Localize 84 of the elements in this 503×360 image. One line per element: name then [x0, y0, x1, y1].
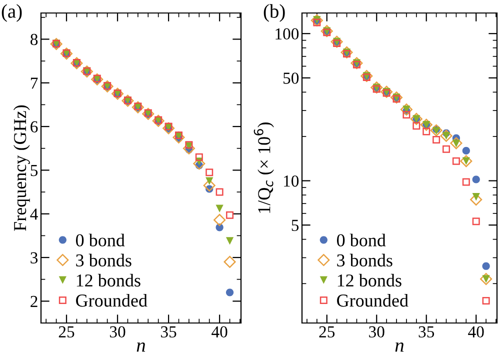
point	[422, 128, 430, 136]
point	[112, 88, 124, 100]
point	[462, 146, 470, 155]
point	[101, 80, 114, 92]
legend-label: 12 bonds	[76, 274, 140, 287]
y-tick-label: 100	[276, 28, 299, 40]
x-axis-title: n	[395, 342, 404, 352]
point	[330, 36, 343, 48]
point	[320, 25, 333, 38]
point	[390, 91, 403, 104]
legend-label: 0 bond	[336, 234, 386, 246]
point	[214, 214, 226, 226]
y-tick-label: 6	[30, 121, 38, 132]
point	[472, 218, 480, 226]
point	[360, 70, 373, 82]
point	[350, 57, 363, 70]
x-tick-label: 30	[110, 326, 126, 338]
point	[402, 110, 410, 118]
point	[226, 211, 234, 219]
point	[224, 256, 236, 268]
y-tick-label: 8	[30, 34, 38, 46]
point	[412, 122, 420, 130]
point	[420, 118, 432, 131]
legend-label: Grounded	[337, 294, 408, 307]
x-tick-label: 35	[418, 326, 434, 338]
point	[60, 48, 73, 60]
y-axis-title: 1/Q$_{c}$ (× 10$^{6}$)	[254, 122, 274, 213]
y-tick-label: 50	[284, 72, 299, 84]
point	[452, 157, 460, 165]
point	[472, 176, 480, 184]
point	[430, 124, 442, 136]
chart-title: (a)	[2, 4, 22, 22]
point	[206, 168, 214, 176]
x-tick-label: 40	[468, 326, 484, 338]
point	[152, 114, 164, 127]
legend-label: 3 bonds	[76, 254, 132, 267]
point	[482, 262, 490, 270]
point	[400, 103, 412, 116]
point	[70, 57, 83, 70]
legend-label: 12 bonds	[338, 274, 402, 287]
point	[91, 73, 104, 86]
x-axis-title: n	[136, 342, 146, 352]
y-tick-label: 7	[30, 78, 38, 89]
x-tick-label: 40	[212, 326, 228, 338]
point	[380, 86, 393, 98]
point	[450, 137, 462, 150]
point	[226, 288, 234, 296]
x-tick-label: 25	[319, 326, 335, 338]
point	[162, 122, 175, 134]
point	[310, 14, 323, 26]
legend-label: 3 bonds	[337, 254, 392, 267]
point	[195, 153, 203, 161]
point	[142, 108, 154, 120]
legend-label: 0 bond	[76, 234, 125, 246]
y-tick-label: 5	[292, 220, 299, 231]
x-tick-label: 25	[58, 326, 74, 338]
point	[460, 155, 472, 168]
point	[482, 296, 490, 304]
y-tick-label: 2	[30, 296, 38, 307]
x-tick-label: 30	[369, 326, 384, 338]
point	[50, 38, 62, 50]
x-tick-label: 35	[161, 326, 176, 338]
point	[432, 136, 440, 144]
y-tick-label: 5	[30, 165, 38, 176]
legend-label: Grounded	[76, 294, 148, 307]
point	[206, 177, 214, 185]
point	[226, 237, 234, 245]
y-tick-label: 4	[30, 208, 38, 220]
point	[172, 131, 185, 144]
point	[132, 101, 144, 114]
point	[410, 112, 422, 125]
point	[216, 204, 224, 212]
point	[80, 65, 93, 78]
point	[122, 94, 134, 107]
point	[370, 82, 383, 94]
chart-title: (b)	[264, 4, 285, 22]
y-axis-title: Frequency (GHz)	[13, 105, 30, 231]
y-tick-label: 10	[284, 175, 299, 187]
point	[442, 145, 450, 153]
point	[462, 178, 470, 186]
point	[216, 188, 224, 196]
point	[340, 46, 353, 58]
y-tick-label: 3	[30, 252, 38, 264]
point	[480, 272, 492, 286]
